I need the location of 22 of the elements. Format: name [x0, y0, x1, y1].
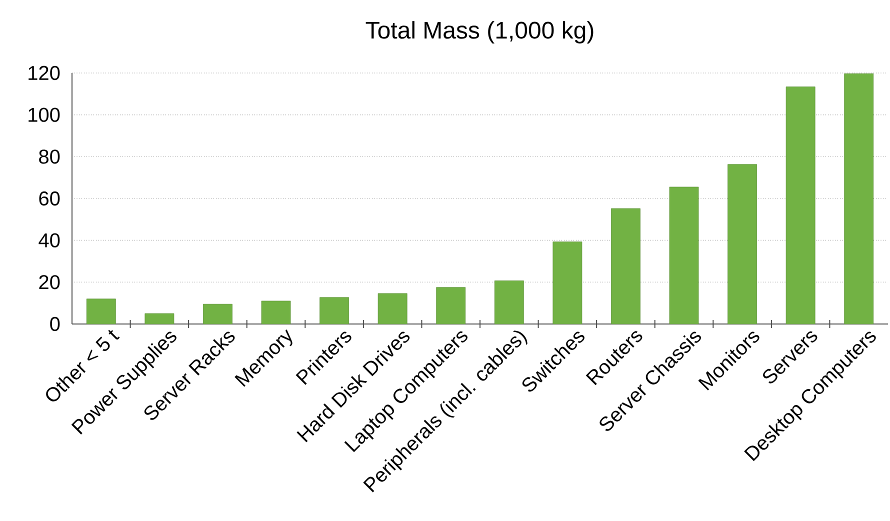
bar [436, 287, 466, 324]
bar [844, 73, 874, 324]
y-tick-label: 0 [50, 316, 60, 332]
bar [611, 208, 640, 324]
bar [786, 86, 816, 324]
bar [144, 313, 174, 324]
bar [728, 164, 757, 324]
y-tick-label: 60 [39, 191, 60, 206]
bar [669, 186, 699, 324]
y-tick-label: 80 [39, 150, 60, 164]
y-tick-label: 40 [38, 233, 60, 248]
bar [320, 297, 349, 324]
bar [378, 293, 408, 324]
chart-title: Total Mass (1,000 kg) [366, 21, 594, 44]
bar [494, 280, 524, 324]
bar [552, 242, 582, 324]
y-tick-label: 20 [39, 275, 60, 290]
bar [86, 298, 116, 324]
bar [261, 300, 291, 324]
bar [203, 304, 232, 324]
y-tick-label: 100 [28, 108, 60, 122]
y-tick-label: 120 [28, 66, 60, 80]
